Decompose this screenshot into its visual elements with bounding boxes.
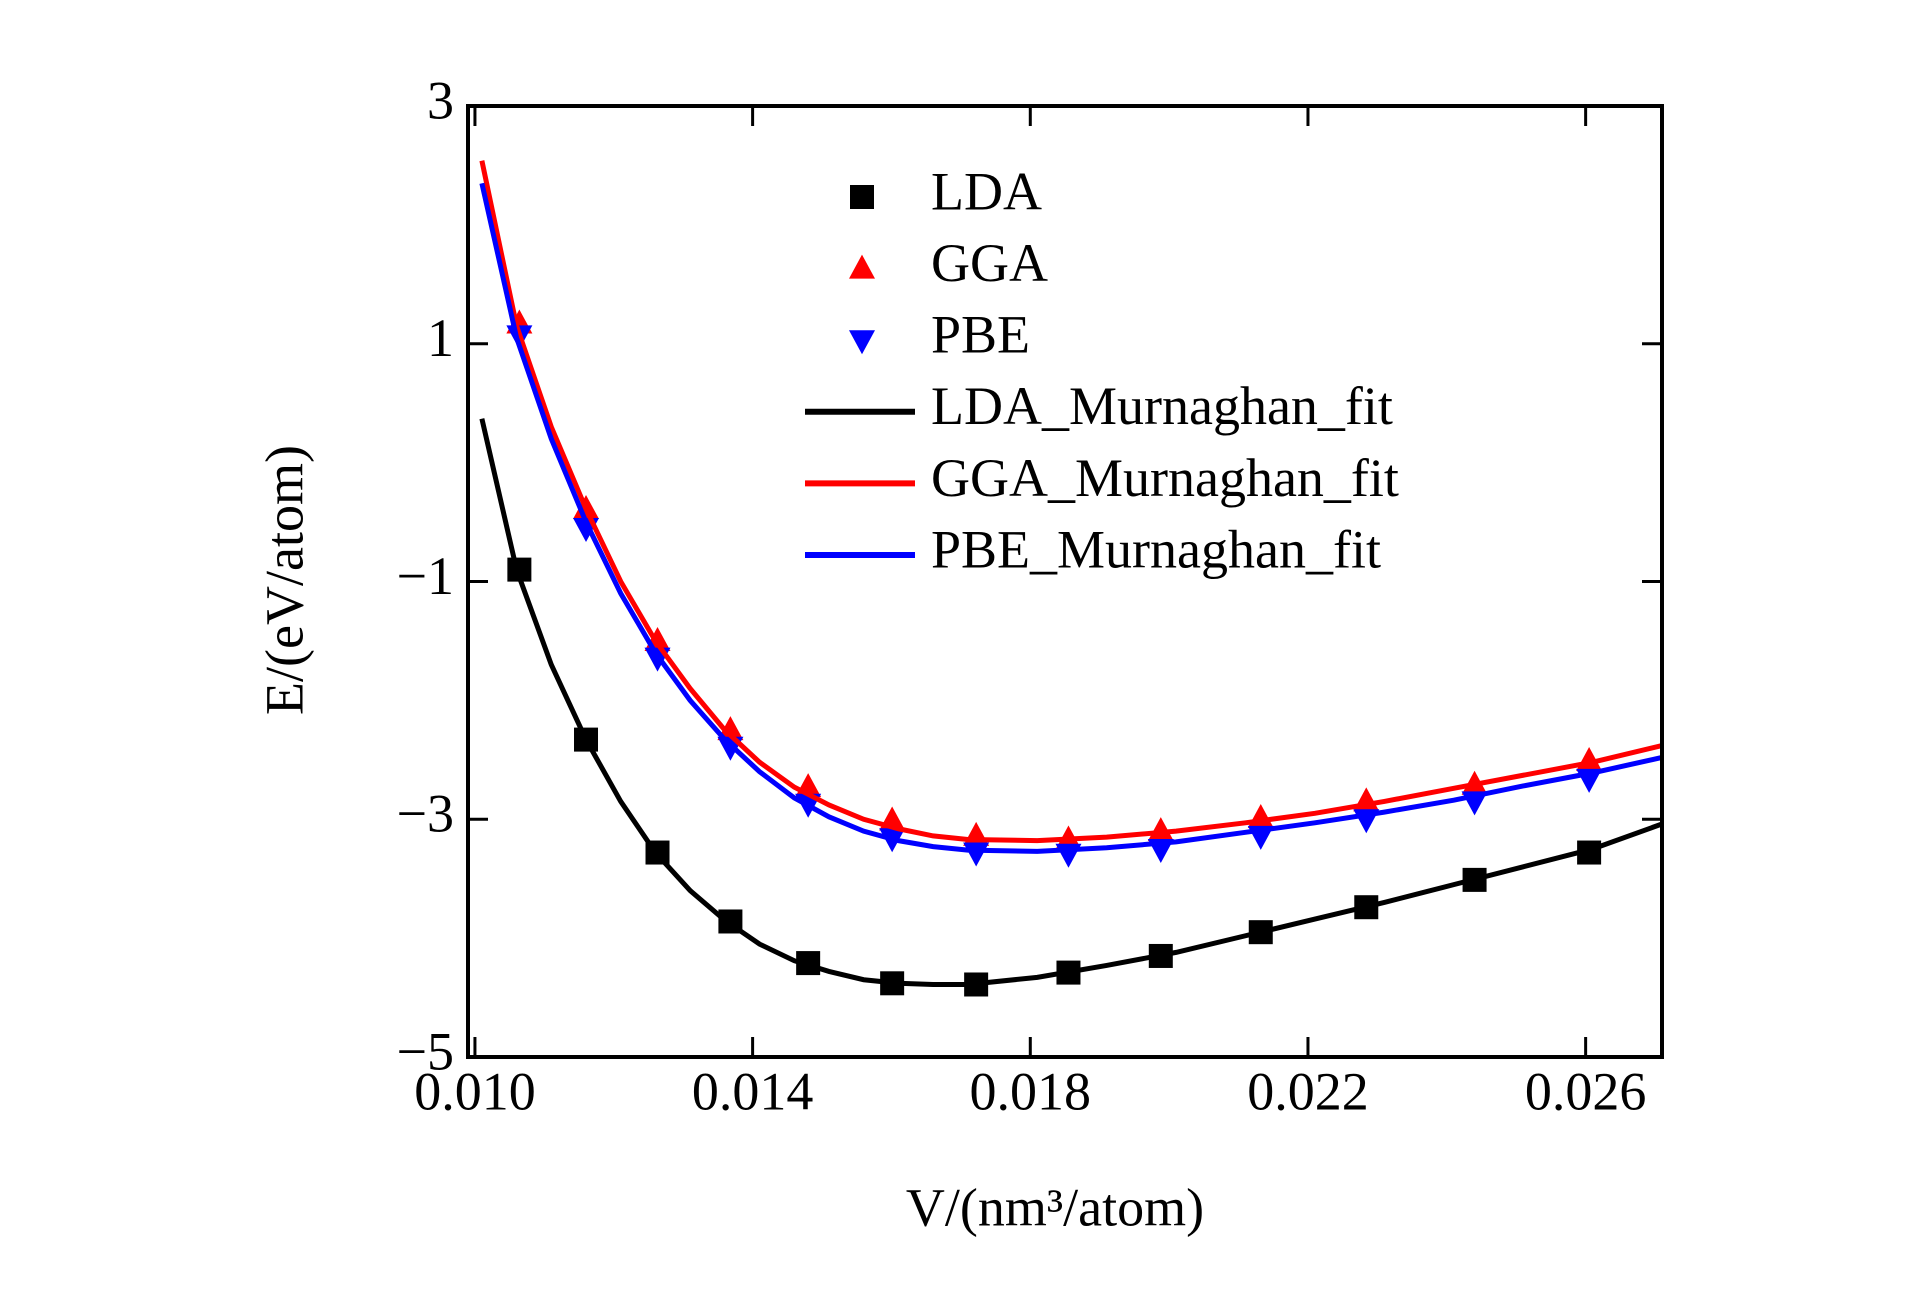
- fit-line: [479, 160, 1662, 844]
- x-tick-label: 0.014: [692, 1061, 814, 1121]
- legend-label: GGA: [931, 233, 1048, 293]
- x-tick-label: 0.010: [414, 1061, 536, 1121]
- legend-marker: [850, 185, 874, 209]
- legend-label: PBE: [931, 305, 1030, 365]
- point: [1147, 817, 1174, 842]
- y-tick-label: −3: [397, 784, 454, 844]
- legend-label: LDA: [931, 161, 1042, 221]
- legend-marker: [849, 330, 875, 355]
- y-tick-label: −1: [397, 546, 454, 606]
- y-tick-label: 3: [427, 70, 454, 130]
- fit-line: [479, 418, 1662, 987]
- x-tick-label: 0.018: [970, 1061, 1092, 1121]
- x-tick-label: 0.022: [1247, 1061, 1369, 1121]
- legend-marker: [849, 254, 875, 279]
- y-tick-label: 1: [427, 308, 454, 368]
- x-tick-label: 0.026: [1525, 1061, 1647, 1121]
- legend-label: GGA_Murnaghan_fit: [931, 448, 1399, 508]
- fit-line: [479, 182, 1662, 854]
- point: [963, 821, 990, 846]
- plot-frame: [466, 104, 1664, 1059]
- y-axis-label: E/(eV/atom): [254, 445, 314, 715]
- x-axis-label: V/(nm³/atom): [906, 1177, 1204, 1237]
- point: [717, 716, 744, 741]
- legend-label: PBE_Murnaghan_fit: [931, 519, 1381, 579]
- y-tick-label: −5: [397, 1021, 454, 1081]
- legend-label: LDA_Murnaghan_fit: [931, 376, 1393, 436]
- point: [963, 842, 990, 867]
